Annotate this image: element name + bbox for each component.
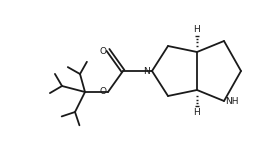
Text: O: O [100,86,107,96]
Text: O: O [100,46,107,56]
Text: H: H [194,25,200,34]
Text: N: N [143,66,150,76]
Text: NH: NH [225,97,238,106]
Text: H: H [194,108,200,117]
